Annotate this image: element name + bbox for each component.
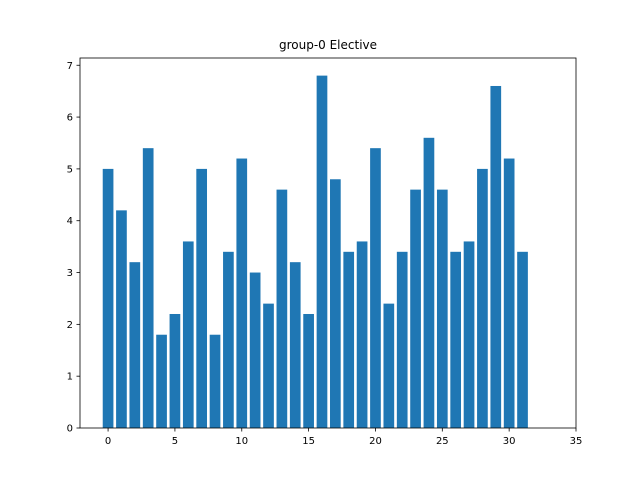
y-tick-label: 6	[67, 113, 73, 124]
bar-27	[463, 241, 475, 428]
bar-19	[356, 241, 368, 428]
y-tick-label: 2	[67, 320, 73, 331]
bar-9	[223, 251, 234, 428]
bar-13	[276, 189, 288, 428]
bar-11	[249, 272, 261, 428]
y-tick-label: 0	[67, 424, 73, 435]
bar-14	[289, 262, 301, 428]
x-tick-label: 15	[302, 436, 315, 447]
x-tick-label: 25	[436, 436, 449, 447]
y-tick-label: 1	[67, 372, 73, 383]
bar-6	[182, 241, 194, 428]
x-tick-label: 5	[172, 436, 178, 447]
bar-3	[142, 148, 154, 428]
bar-8	[209, 334, 221, 428]
bar-1	[116, 210, 127, 428]
y-tick-label: 3	[67, 268, 73, 279]
y-tick-label: 5	[67, 164, 73, 175]
x-tick-label: 0	[105, 436, 111, 447]
bar-0	[102, 168, 114, 428]
plot-area-frame	[79, 57, 577, 429]
y-axis-ticks: 0 1 2 3 4 5 6 7	[67, 61, 80, 435]
bar-20	[370, 148, 381, 428]
bar-12	[263, 303, 274, 428]
bar-4	[156, 334, 167, 428]
bar-7	[196, 168, 208, 428]
bar-31	[517, 251, 528, 428]
y-tick-label: 7	[67, 61, 73, 72]
bar-5	[169, 313, 181, 428]
bar-16	[316, 75, 328, 428]
bar-24	[423, 137, 435, 428]
bar-21	[383, 303, 395, 428]
x-tick-label: 10	[235, 436, 248, 447]
bar-17	[330, 179, 341, 428]
bar-10	[236, 158, 248, 428]
bar-22	[396, 251, 408, 428]
bar-29	[490, 85, 502, 429]
bar-25	[436, 189, 448, 428]
bar-15	[303, 313, 314, 428]
x-tick-label: 30	[503, 436, 516, 447]
bar-30	[503, 158, 515, 428]
chart-title: group-0 Elective	[279, 38, 377, 52]
bar-2	[129, 262, 141, 428]
x-tick-label: 20	[369, 436, 382, 447]
bars-group	[102, 75, 528, 429]
bar-18	[343, 251, 355, 428]
bar-23	[410, 189, 421, 428]
y-tick-label: 4	[67, 216, 73, 227]
x-tick-label: 35	[570, 436, 583, 447]
x-axis-ticks: 0 5 10 15 20 25 30 35	[105, 428, 582, 447]
bar-28	[477, 168, 488, 428]
bar-26	[450, 251, 462, 428]
